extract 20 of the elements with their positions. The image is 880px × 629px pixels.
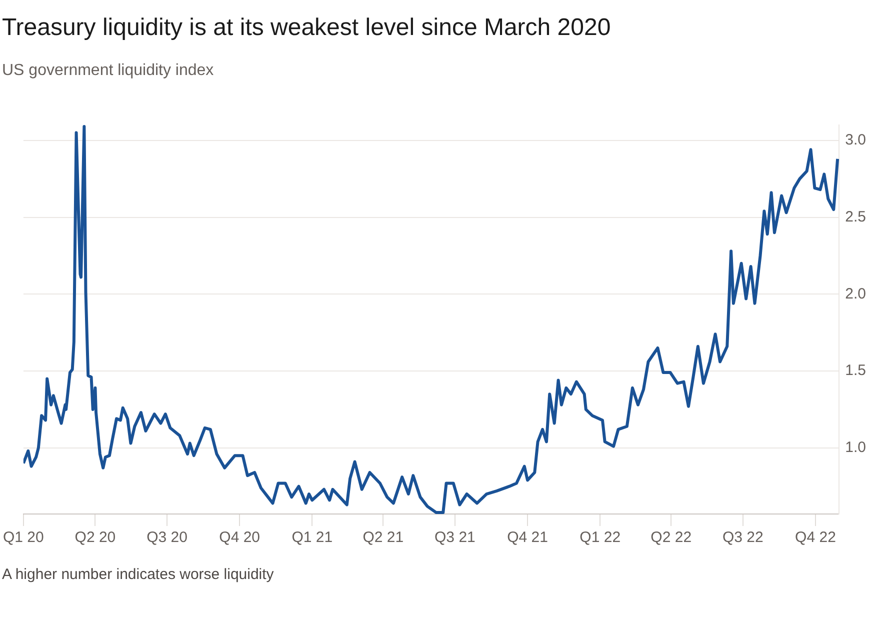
x-tick-label: Q1 22 — [580, 529, 621, 546]
chart-title: Treasury liquidity is at its weakest level since March 2020 — [2, 14, 611, 42]
x-tick-label: Q4 21 — [507, 529, 548, 546]
y-tick-label: 1.0 — [845, 439, 866, 456]
x-tick-label: Q1 21 — [292, 529, 333, 546]
y-tick-label: 3.0 — [845, 132, 866, 149]
x-tick-label: Q3 21 — [434, 529, 476, 546]
x-tick-label: Q2 20 — [74, 529, 116, 546]
x-tick-label: Q2 22 — [650, 529, 692, 546]
x-tick-label: Q1 20 — [2, 529, 44, 546]
x-tick-label: Q3 20 — [146, 529, 188, 546]
y-tick-label: 2.0 — [845, 285, 866, 302]
text: A higher number indicates worse liquidity — [2, 565, 274, 585]
y-tick-label: 2.5 — [845, 208, 866, 226]
y-tick-label: 1.5 — [845, 362, 866, 380]
x-tick-label: Q3 22 — [722, 529, 764, 546]
x-tick-label: Q4 22 — [795, 529, 836, 546]
x-tick-label: Q2 21 — [362, 529, 404, 546]
chart-subtitle: US government liquidity index — [2, 62, 214, 80]
x-tick-label: Q4 20 — [219, 529, 260, 546]
